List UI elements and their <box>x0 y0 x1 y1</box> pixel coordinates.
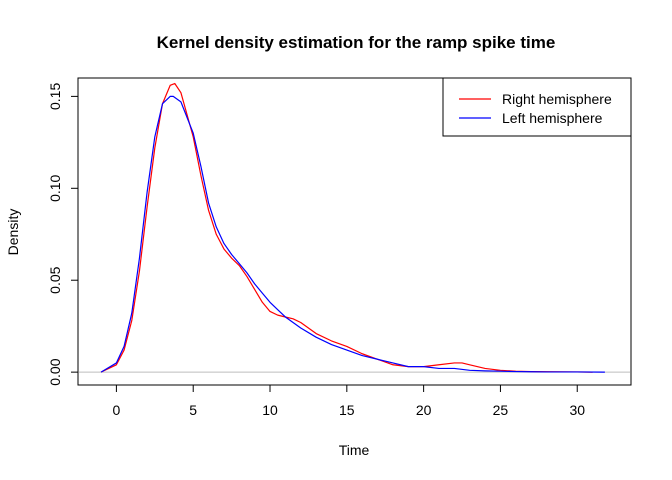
x-tick-label: 10 <box>262 402 278 418</box>
legend-label: Left hemisphere <box>502 110 603 126</box>
x-axis: 0 5 10 15 20 25 30 <box>113 384 585 418</box>
legend: Right hemisphere Left hemisphere <box>442 77 632 137</box>
x-tick-label: 25 <box>493 402 509 418</box>
x-tick-label: 15 <box>339 402 355 418</box>
chart-title: Kernel density estimation for the ramp s… <box>157 33 556 52</box>
plot-area <box>79 82 630 373</box>
x-tick-label: 30 <box>569 402 585 418</box>
series-line-right-hemisphere <box>100 82 593 373</box>
series-line-left-hemisphere <box>100 95 605 373</box>
legend-label: Right hemisphere <box>502 91 612 107</box>
x-tick-label: 5 <box>189 402 197 418</box>
y-tick-label: 0.10 <box>47 174 63 201</box>
y-tick-label: 0.00 <box>47 358 63 385</box>
y-axis-label: Density <box>5 209 21 256</box>
x-tick-label: 20 <box>416 402 432 418</box>
y-axis: 0.00 0.05 0.10 0.15 <box>47 83 79 386</box>
x-axis-label: Time <box>339 442 370 458</box>
x-tick-label: 0 <box>113 402 121 418</box>
legend-box <box>442 77 632 137</box>
y-tick-label: 0.15 <box>47 83 63 110</box>
y-tick-label: 0.05 <box>47 266 63 293</box>
